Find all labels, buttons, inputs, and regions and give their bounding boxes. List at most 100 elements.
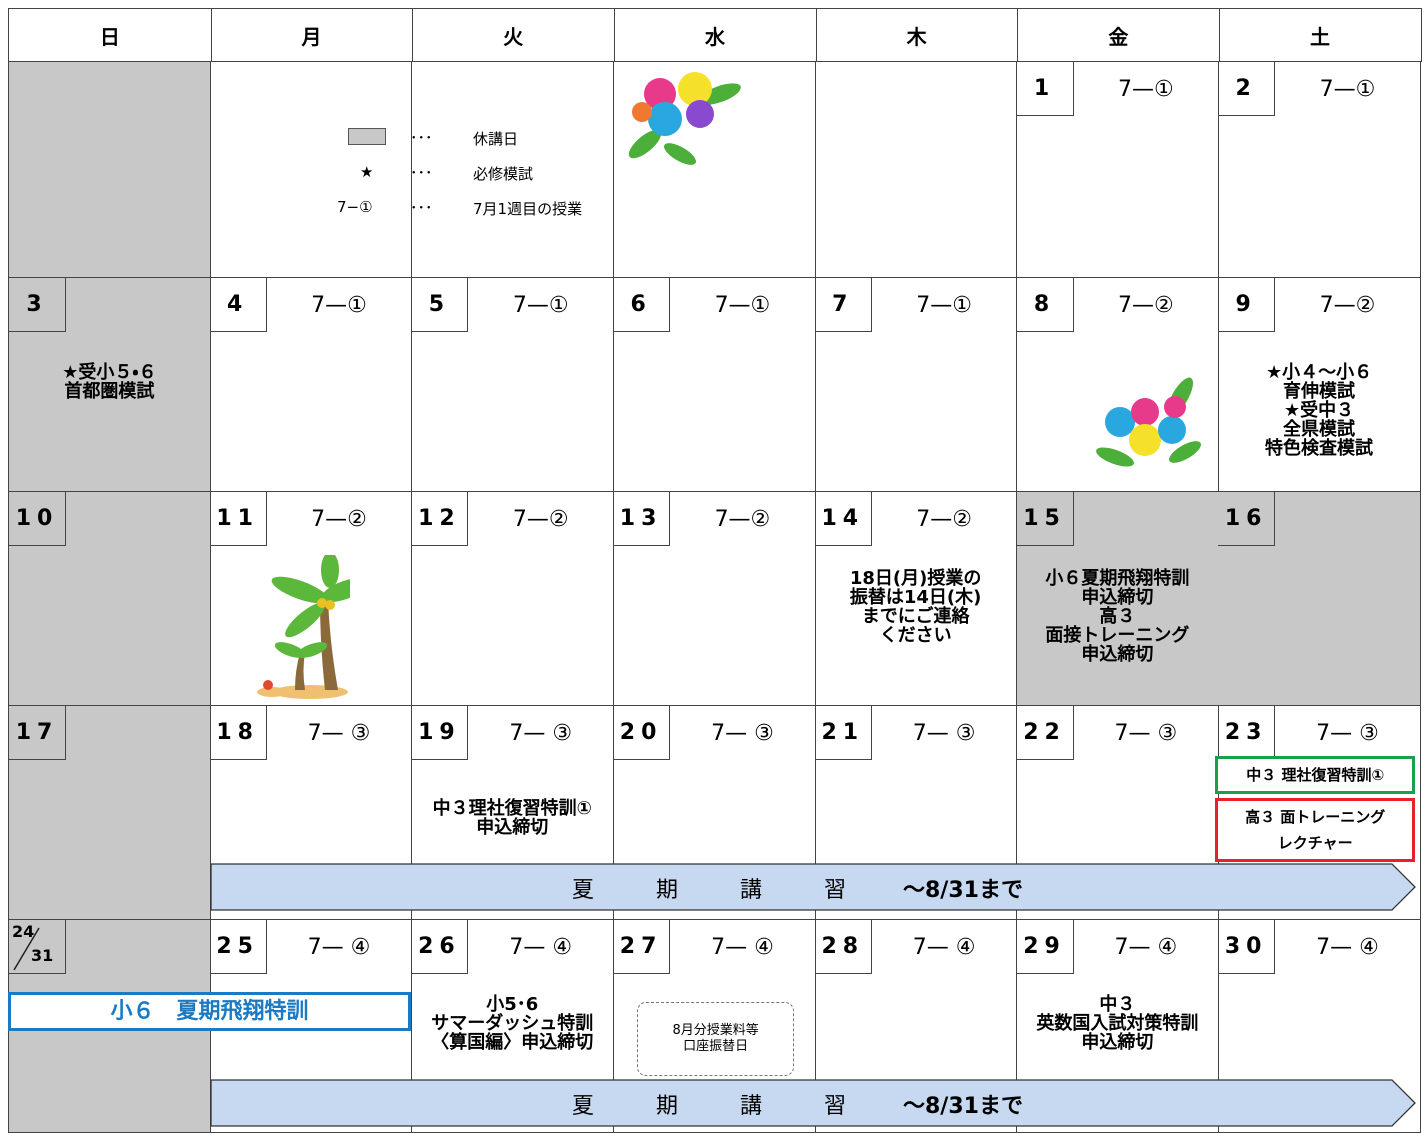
lesson-code: 7— ③ [307, 720, 371, 746]
day-number: 22 [1016, 706, 1074, 760]
note-line: 18日(月)授業の [849, 568, 982, 589]
note-line: 全県模試 [1283, 419, 1356, 440]
day-number: 8 [1016, 278, 1074, 332]
lesson-code: 7— ④ [1316, 934, 1379, 960]
day-cell: 15 小６夏期飛翔特訓 申込締切 高３ 面接トレーニング 申込締切 [1016, 492, 1220, 706]
lesson-code: 7—① [512, 292, 569, 318]
event-strip: 小６ 夏期飛翔特訓 [8, 992, 411, 1031]
lesson-code: 7—② [512, 506, 569, 532]
banner-arrow [210, 1079, 1416, 1127]
day-cell: 4 7—① [209, 278, 413, 492]
legend-swatch [348, 128, 386, 145]
day-number: 29 [1016, 920, 1074, 974]
split-line [13, 927, 40, 971]
day-number: 6 [613, 278, 671, 332]
legend-symbol: ★ [360, 163, 374, 181]
day-number: 4 [209, 278, 267, 332]
day-cell: 29 7— ④ 中３ 英数国入試対策特訓 申込締切 [1016, 920, 1220, 1133]
day-number: 19 [411, 706, 469, 760]
day-number: 5 [411, 278, 469, 332]
day-cell: 18 7— ③ [209, 706, 413, 920]
note-line: ください [879, 625, 952, 646]
note-line: 振替は14日(木) [849, 587, 982, 608]
day-cell [209, 62, 413, 278]
day-cell: 6 7—① [613, 278, 816, 492]
day-header: 木 [815, 8, 1019, 62]
day-header: 火 [412, 8, 616, 62]
day-number: 17 [9, 706, 66, 760]
banner-arrow [210, 863, 1416, 911]
day-cell: 12 7—② [411, 492, 615, 706]
day-number: 2 [1218, 62, 1276, 116]
cell-note: 中３理社復習特訓① 申込締切 [411, 799, 613, 837]
lesson-code: 7—① [1319, 76, 1376, 102]
day-header: 金 [1017, 8, 1221, 62]
lesson-code: 7—① [714, 292, 771, 318]
day-number: 3 [9, 278, 66, 332]
day-cell: 9 7—② ★小４〜小６ 育伸模試 ★受中３ 全県模試 特色検査模試 [1218, 278, 1421, 492]
day-number: 10 [9, 492, 66, 546]
lesson-code: 7— ③ [912, 720, 976, 746]
day-cell: 14 7—② 18日(月)授業の 振替は14日(木) までにご連絡 ください [814, 492, 1018, 706]
lesson-code: 7—① [311, 292, 367, 318]
day-cell: 28 7— ④ [814, 920, 1018, 1133]
day-number: 13 [613, 492, 671, 546]
lesson-code: 7—① [1117, 76, 1174, 102]
day-number: 14 [814, 492, 872, 546]
day-number: 7 [814, 278, 872, 332]
flower-decoration [1096, 377, 1201, 467]
day-cell [411, 62, 615, 278]
note-line: 首都圏模試 [64, 381, 155, 402]
lesson-code: 7— ③ [1316, 720, 1379, 746]
day-number: 9 [1218, 278, 1276, 332]
note-line: 〈算国編〉申込締切 [431, 1032, 594, 1053]
day-cell: 17 [8, 706, 211, 920]
day-number: 16 [1218, 492, 1276, 546]
day-number: 23 [1218, 706, 1276, 760]
box-line: 8月分授業料等 [672, 1023, 759, 1038]
note-line: ★小４〜小６ [1265, 362, 1373, 383]
legend-label: 7月1週目の授業 [473, 200, 583, 218]
day-cell: 13 7—② [613, 492, 816, 706]
lesson-code: 7— ④ [1114, 934, 1178, 960]
note-line: 面接トレーニング [1045, 625, 1190, 646]
day-number: 28 [814, 920, 872, 974]
day-number: 30 [1218, 920, 1276, 974]
day-number: 15 [1016, 492, 1074, 546]
note-line: ★受中３ [1283, 400, 1355, 421]
lesson-code: 7—① [916, 292, 972, 318]
day-cell: 5 7—① [411, 278, 615, 492]
note-line: 小６夏期飛翔特訓 [1045, 568, 1190, 589]
day-cell: 10 [8, 492, 211, 706]
legend-label: 休講日 [473, 130, 519, 148]
note-box: 8月分授業料等 口座振替日 [637, 1002, 795, 1076]
note-line: 申込締切 [1081, 587, 1154, 608]
note-line: 申込締切 [476, 817, 549, 838]
cell-note: 小5･6 サマーダッシュ特訓 〈算国編〉申込締切 [411, 995, 613, 1052]
day-cell: 27 7— ④ 8月分授業料等 口座振替日 [613, 920, 816, 1133]
day-header: 日 [9, 8, 212, 62]
lesson-code: 7—② [1117, 292, 1174, 318]
day-number: 26 [411, 920, 469, 974]
lesson-code: 7—② [714, 506, 771, 532]
box-line: 中３ 理社復習特訓① [1246, 766, 1385, 784]
day-header: 水 [614, 8, 817, 62]
legend-label: 必修模試 [473, 165, 534, 183]
day-cell: 8 7—② [1016, 278, 1220, 492]
day-number: 31 [31, 946, 54, 965]
note-line: 申込締切 [1081, 1032, 1154, 1053]
day-number: 24 [12, 922, 35, 941]
lesson-code: 7— ④ [307, 934, 371, 960]
banner-until: 〜8/31まで [903, 1094, 1023, 1119]
banner-until: 〜8/31まで [903, 878, 1023, 903]
day-cell: 19 7— ③ 中３理社復習特訓① 申込締切 [411, 706, 615, 920]
box-line: 高３ 面トレーニング [1245, 808, 1386, 826]
day-cell: 1 7—① [1016, 62, 1220, 278]
note-line: 申込締切 [1081, 644, 1154, 665]
day-number: 1 [1016, 62, 1074, 116]
legend-dots: ･･･ [410, 129, 433, 147]
day-number: 18 [209, 706, 267, 760]
lesson-code: 7— ④ [711, 934, 774, 960]
day-cell: 20 7— ③ [613, 706, 816, 920]
